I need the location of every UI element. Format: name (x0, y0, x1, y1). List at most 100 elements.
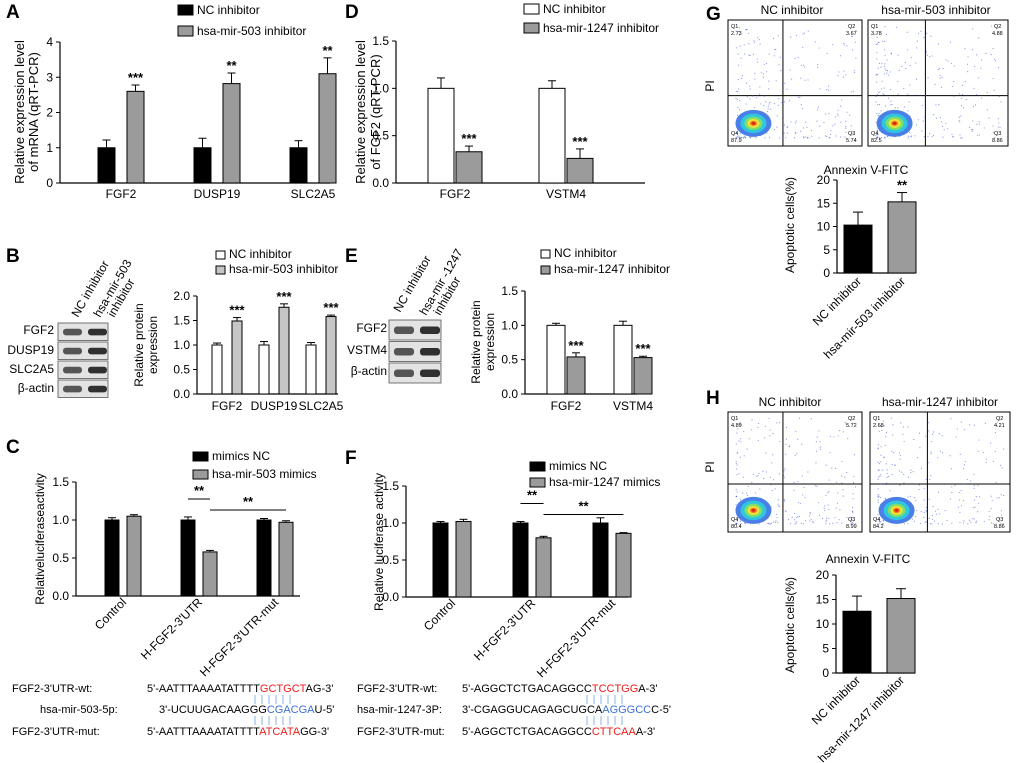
flow-event (875, 43, 877, 46)
flow-event (903, 523, 906, 525)
flow-event (998, 122, 1000, 124)
chart-a-legend-label: hsa-mir-503 inhibitor (197, 24, 306, 38)
flow-event (929, 55, 931, 58)
flow-event (751, 481, 753, 484)
chart-f-y-tick-label: 1.5 (382, 479, 399, 493)
chart-c-luciferase: 0.0 0.5 1.0 1.5 Relativeluciferaseactivity Co… (33, 449, 317, 679)
blot-e-row-actin: β-actin (351, 364, 387, 378)
flow-event (809, 512, 811, 515)
flow-event (837, 113, 839, 115)
flow-event (886, 70, 889, 72)
flow-event (920, 467, 922, 469)
flow-event (796, 452, 798, 454)
flow-event (736, 464, 738, 466)
flow-event (941, 125, 944, 128)
flow-event (978, 502, 980, 505)
flow-event (846, 516, 848, 519)
flow-event (885, 463, 887, 465)
flow-quadrant-value: 84.2 (873, 524, 884, 530)
chart-a-y-tick-label: 4 (46, 35, 53, 49)
flow-quadrant-name: Q1 (731, 416, 738, 422)
flow-event (825, 494, 827, 496)
flow-event (737, 90, 739, 93)
flow-event (819, 88, 821, 90)
flow-event (737, 53, 739, 55)
flow-event (941, 76, 943, 79)
flow-event (930, 451, 932, 453)
flow-event (897, 80, 899, 82)
flow-event (907, 110, 909, 112)
flow-event (786, 126, 788, 128)
flow-event (992, 460, 994, 462)
flow-event (816, 485, 818, 488)
chart-b-y-tick-label: 0.0 (173, 387, 190, 401)
flow-event (777, 35, 779, 37)
flow-event (800, 64, 802, 67)
flow-event (884, 54, 886, 56)
flow-event (917, 32, 920, 34)
flow-event (742, 492, 744, 494)
flow-event (970, 521, 972, 523)
flow-event (882, 40, 884, 42)
flow-event (737, 78, 740, 81)
flow-event (929, 523, 932, 525)
flow-event (880, 454, 882, 456)
flow-event (809, 515, 811, 517)
flow-event (919, 447, 921, 449)
chart-b-x-tick-label: DUSP19 (251, 399, 298, 413)
flow-event (783, 101, 786, 103)
flow-event (923, 499, 925, 501)
flow-event (827, 89, 830, 91)
flow-event (915, 499, 917, 502)
flow-event (931, 523, 933, 525)
flow-event (815, 450, 818, 452)
flow-event (787, 518, 790, 521)
flow-event (904, 61, 907, 64)
flow-event (817, 106, 820, 108)
flow-event (951, 522, 953, 524)
flow-event (854, 486, 857, 488)
flow-event (786, 132, 789, 134)
chart-c-bar (256, 519, 272, 597)
flow-event (938, 68, 941, 70)
flow-event (797, 480, 799, 483)
flow-event (840, 121, 842, 123)
flow-event (934, 510, 937, 512)
chart-a-legend-label: NC inhibitor (197, 3, 260, 17)
flow-event (958, 93, 960, 95)
flow-event (743, 455, 745, 457)
flow-event (811, 521, 814, 523)
flow-g-title-treat: hsa-mir-503 inhibitor (881, 3, 990, 17)
flow-event (737, 88, 740, 90)
flow-event (839, 509, 841, 511)
chart-e-y-label: Relative protein (469, 300, 483, 383)
flow-event (816, 66, 819, 69)
chart-e-x-tick-label: FGF2 (551, 399, 582, 413)
flow-event (826, 89, 828, 91)
chart-g-y-tick-label: 0 (823, 266, 830, 280)
flow-event (916, 47, 918, 49)
flow-event (784, 468, 786, 470)
flow-event (902, 433, 904, 435)
flow-event (747, 485, 749, 487)
flow-event (802, 127, 805, 129)
flow-event (907, 522, 909, 525)
flow-event (855, 57, 857, 59)
chart-c-x-tick-label: H-FGF2-3'UTR (138, 595, 205, 662)
flow-event (883, 456, 885, 459)
flow-event (930, 452, 932, 455)
flow-event (771, 462, 773, 464)
flow-event (784, 82, 786, 84)
flow-event (794, 454, 796, 456)
flow-event (972, 506, 974, 509)
flow-event (812, 521, 814, 523)
chart-a-bar (222, 83, 241, 184)
flow-quadrant-value: 3.67 (846, 31, 857, 37)
flow-event (975, 495, 977, 498)
chart-b-legend-swatch (215, 265, 226, 275)
flow-event (828, 479, 830, 481)
flow-event (907, 476, 909, 478)
flow-event (933, 520, 936, 522)
chart-e-bar (613, 324, 633, 395)
